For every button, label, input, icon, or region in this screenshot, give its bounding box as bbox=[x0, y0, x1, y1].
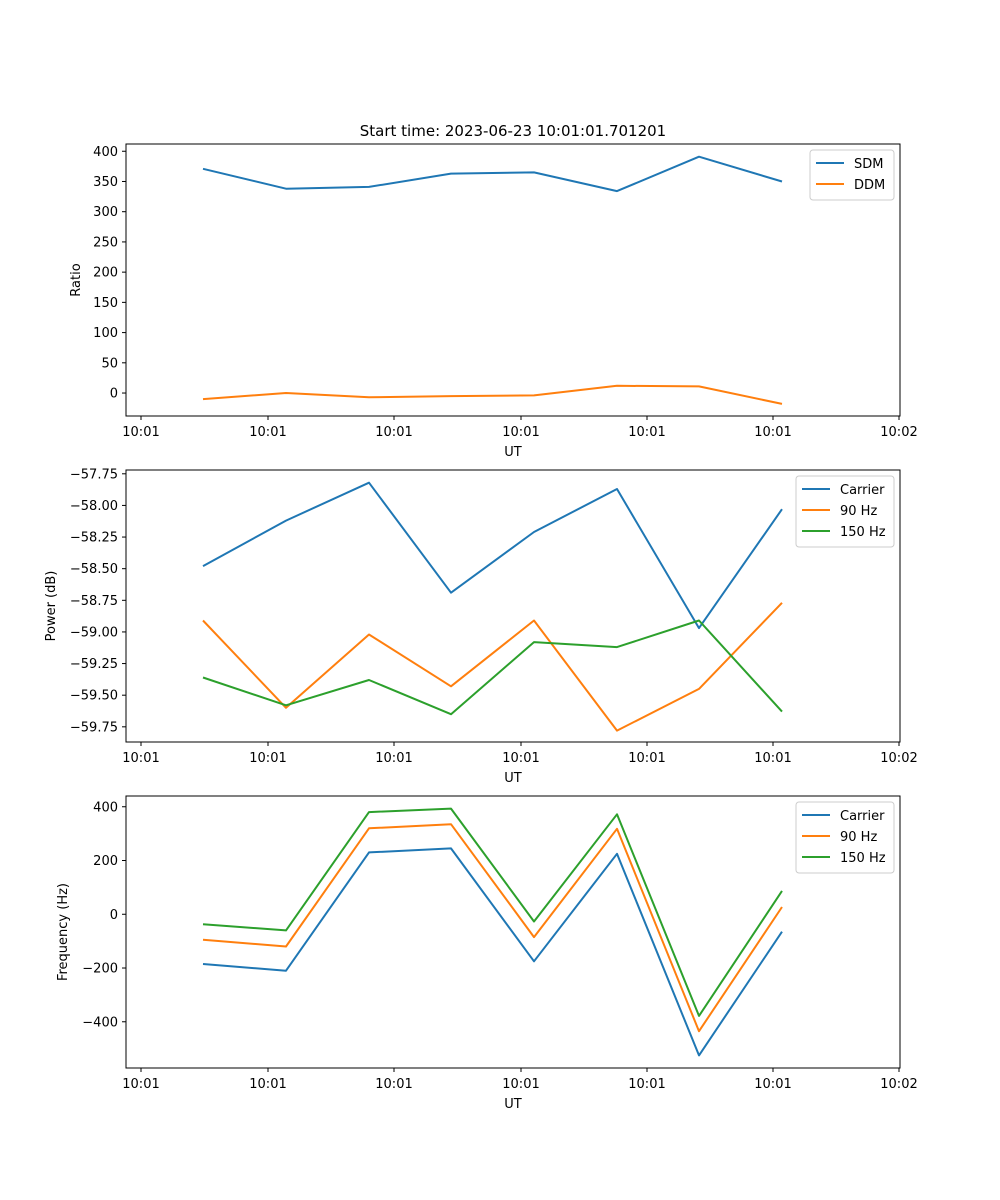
y-tick-label: 0 bbox=[110, 387, 118, 402]
y-tick-label: 250 bbox=[93, 235, 118, 250]
x-tick-label: 10:01 bbox=[375, 1077, 412, 1092]
series-line-carrier bbox=[202, 481, 783, 630]
legend-box bbox=[795, 801, 895, 874]
y-tick-label: 50 bbox=[101, 356, 118, 371]
x-tick-label: 10:01 bbox=[122, 751, 159, 766]
series-line-90-hz bbox=[202, 602, 783, 732]
chart-panel-2: 10:01 10:01 10:01 10:01 10:01 10:01 10:02 UT −59… bbox=[44, 467, 918, 786]
y-tick-label: −58.50 bbox=[70, 562, 118, 577]
y-tick-label: 300 bbox=[93, 205, 118, 220]
legend: Carrier 90 Hz 150 Hz bbox=[795, 475, 895, 548]
chart-panel-3: 10:01 10:01 10:01 10:01 10:01 10:01 10:02 UT −40… bbox=[56, 795, 918, 1112]
legend-entry: 90 Hz bbox=[840, 830, 877, 845]
legend-entry: SDM bbox=[854, 157, 883, 172]
x-tick-label: 10:01 bbox=[502, 1077, 539, 1092]
y-tick-label: −200 bbox=[82, 962, 118, 977]
y-tick-label: 400 bbox=[93, 800, 118, 815]
x-tick-label: 10:02 bbox=[880, 751, 917, 766]
y-tick-label: −59.25 bbox=[70, 657, 118, 672]
figure-title: Start time: 2023-06-23 10:01:01.701201 bbox=[360, 122, 666, 140]
x-tick-label: 10:01 bbox=[754, 425, 791, 440]
plot-frame bbox=[125, 795, 901, 1069]
legend: SDM DDM bbox=[809, 149, 895, 201]
x-tick-label: 10:01 bbox=[122, 425, 159, 440]
legend: Carrier 90 Hz 150 Hz bbox=[795, 801, 895, 874]
legend-entry: Carrier bbox=[840, 809, 885, 824]
x-tick-label: 10:02 bbox=[880, 425, 917, 440]
y-tick-label: 150 bbox=[93, 296, 118, 311]
y-tick-label: −59.00 bbox=[70, 625, 118, 640]
chart-panel-1: 10:01 10:01 10:01 10:01 10:01 10:01 10:02 UT 0 50… bbox=[69, 143, 918, 460]
x-tick-label: 10:01 bbox=[502, 751, 539, 766]
x-tick-label: 10:02 bbox=[880, 1077, 917, 1092]
y-tick-label: −57.75 bbox=[70, 467, 118, 482]
series-line-150-hz bbox=[202, 807, 783, 1017]
x-axis-label: UT bbox=[504, 445, 522, 460]
legend-box bbox=[795, 475, 895, 548]
legend-entry: 90 Hz bbox=[840, 504, 877, 519]
x-tick-label: 10:01 bbox=[249, 425, 286, 440]
y-tick-label: −59.75 bbox=[70, 720, 118, 735]
y-tick-label: −58.25 bbox=[70, 531, 118, 546]
x-tick-label: 10:01 bbox=[628, 1077, 665, 1092]
x-tick-label: 10:01 bbox=[375, 425, 412, 440]
y-tick-label: 100 bbox=[93, 326, 118, 341]
y-tick-label: 400 bbox=[93, 145, 118, 160]
y-tick-label: 200 bbox=[93, 266, 118, 281]
x-tick-label: 10:01 bbox=[628, 751, 665, 766]
y-tick-label: 350 bbox=[93, 175, 118, 190]
x-tick-label: 10:01 bbox=[249, 751, 286, 766]
plot-frame bbox=[125, 143, 901, 417]
x-tick-label: 10:01 bbox=[122, 1077, 159, 1092]
y-axis-label: Power (dB) bbox=[44, 571, 59, 642]
x-tick-label: 10:01 bbox=[754, 751, 791, 766]
legend-entry: 150 Hz bbox=[840, 525, 886, 540]
x-tick-label: 10:01 bbox=[502, 425, 539, 440]
x-tick-label: 10:01 bbox=[249, 1077, 286, 1092]
y-tick-label: −58.75 bbox=[70, 594, 118, 609]
series-line-150-hz bbox=[202, 619, 783, 716]
legend-entry: 150 Hz bbox=[840, 851, 886, 866]
legend-entry: DDM bbox=[854, 178, 885, 193]
series-line-ddm bbox=[202, 384, 783, 405]
x-axis-label: UT bbox=[504, 1097, 522, 1112]
y-tick-label: 0 bbox=[110, 908, 118, 923]
y-tick-label: 200 bbox=[93, 854, 118, 869]
x-tick-label: 10:01 bbox=[754, 1077, 791, 1092]
y-tick-label: −58.00 bbox=[70, 499, 118, 514]
y-tick-label: −59.50 bbox=[70, 689, 118, 704]
series-line-sdm bbox=[202, 155, 783, 193]
y-axis-label: Frequency (Hz) bbox=[56, 883, 71, 981]
plot-frame bbox=[125, 469, 901, 743]
y-tick-label: −400 bbox=[82, 1015, 118, 1030]
series-line-90-hz bbox=[202, 823, 783, 1033]
x-axis-label: UT bbox=[504, 771, 522, 786]
y-axis-label: Ratio bbox=[69, 263, 84, 296]
legend-entry: Carrier bbox=[840, 483, 885, 498]
x-tick-label: 10:01 bbox=[628, 425, 665, 440]
x-tick-label: 10:01 bbox=[375, 751, 412, 766]
series-line-carrier bbox=[202, 847, 783, 1057]
